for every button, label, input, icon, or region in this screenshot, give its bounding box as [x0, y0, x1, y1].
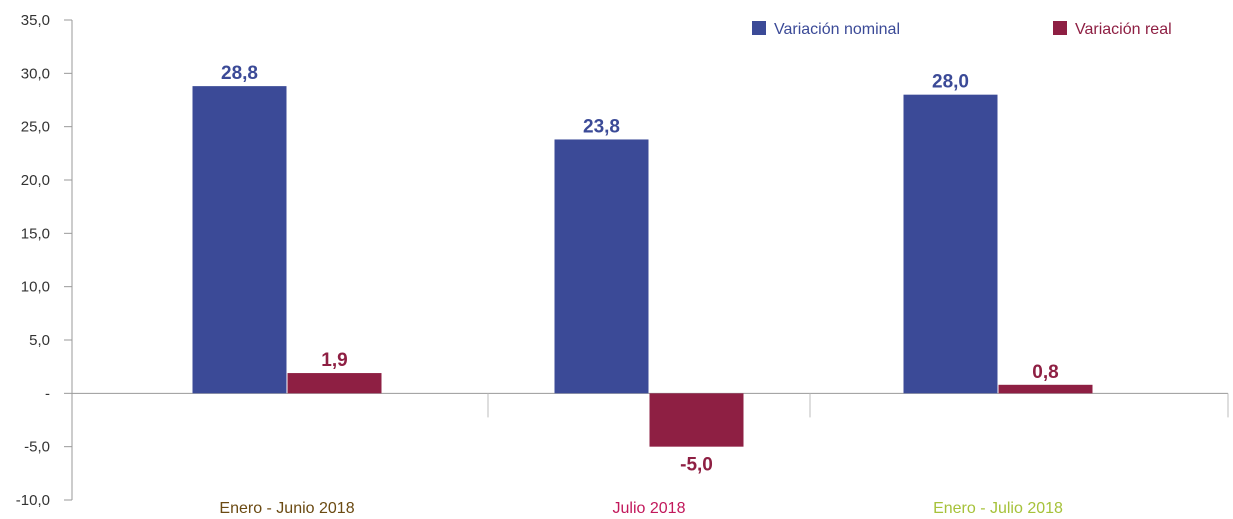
y-tick-label: 10,0 [21, 279, 50, 296]
y-tick-label: 5,0 [29, 332, 50, 349]
data-label: 0,8 [1032, 362, 1058, 383]
x-category-label: Enero - Julio 2018 [933, 500, 1063, 517]
data-label: -5,0 [680, 455, 713, 476]
bar [554, 139, 649, 394]
bar [192, 86, 287, 394]
x-category-label: Julio 2018 [613, 500, 686, 517]
y-tick-label: 15,0 [21, 225, 50, 242]
legend-label: Variación real [1075, 21, 1172, 38]
y-tick-label: 35,0 [21, 12, 50, 29]
legend-label: Variación nominal [774, 21, 900, 38]
bar [903, 94, 998, 394]
y-tick-label: -10,0 [16, 492, 50, 509]
y-tick-label: 20,0 [21, 172, 50, 189]
data-label: 28,0 [932, 72, 969, 93]
bar [998, 384, 1093, 394]
data-label: 1,9 [321, 350, 347, 371]
y-tick-label: - [45, 385, 50, 402]
bars [192, 86, 1093, 447]
y-tick-label: -5,0 [24, 439, 50, 456]
x-category-label: Enero - Junio 2018 [219, 500, 354, 517]
data-labels: 28,8 1,9 23,8 -5,0 28,0 0,8 [221, 63, 1059, 476]
legend-swatch [1053, 21, 1067, 35]
legend: Variación nominal Variación real [752, 21, 1172, 38]
bar [649, 393, 744, 447]
bar [287, 373, 382, 394]
data-label: 23,8 [583, 116, 620, 137]
data-label: 28,8 [221, 63, 258, 84]
y-tick-label: 25,0 [21, 119, 50, 136]
legend-swatch [752, 21, 766, 35]
y-tick-label: 30,0 [21, 65, 50, 82]
